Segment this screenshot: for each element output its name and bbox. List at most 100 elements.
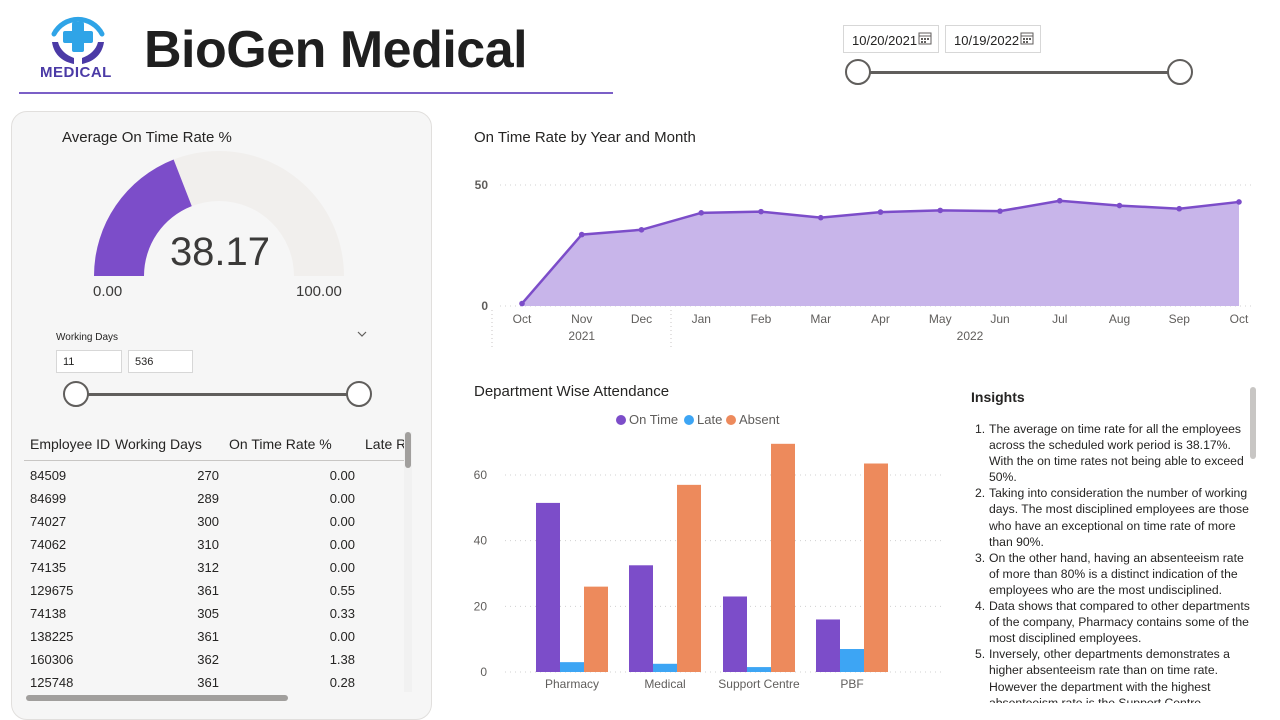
table-header-divider <box>24 460 404 461</box>
legend-label[interactable]: Absent <box>739 412 780 427</box>
data-point[interactable] <box>877 209 884 215</box>
working-days-max-input[interactable]: 536 <box>128 350 193 373</box>
table-row[interactable]: 74138 305 0.33 <box>24 602 404 625</box>
table-vertical-scroll-thumb[interactable] <box>405 432 411 468</box>
data-point[interactable] <box>1116 202 1123 209</box>
bar-late[interactable] <box>560 662 584 672</box>
data-point[interactable] <box>937 207 944 214</box>
on-time-rate-cell: 0.28 <box>329 675 355 690</box>
x-tick-label: Jan <box>692 312 711 326</box>
employee-id-cell: 125748 <box>30 675 74 690</box>
y-tick-label: 0 <box>480 665 487 679</box>
legend-marker[interactable] <box>616 415 626 425</box>
working-days-min-input[interactable]: 11 <box>56 350 122 373</box>
column-header-employee-id[interactable]: Employee ID <box>30 436 111 452</box>
x-tick-label: Jun <box>990 312 1009 326</box>
bar-chart-title: Department Wise Attendance <box>474 383 670 400</box>
working-days-min-handle[interactable] <box>63 381 89 407</box>
data-point[interactable] <box>997 208 1003 214</box>
employee-id-cell: 74027 <box>30 514 67 529</box>
on-time-rate-area-chart: 0 50 Oct Nov Dec Jan Feb Mar Apr May Jun Jul Aug Sep O… <box>475 178 1255 348</box>
legend-label[interactable]: Late <box>697 412 722 427</box>
x-tick-label: Sep <box>1169 312 1191 326</box>
column-header-on-time-rate[interactable]: On Time Rate % <box>229 436 332 452</box>
working-days-cell: 361 <box>197 675 219 690</box>
bar-absent[interactable] <box>864 463 888 672</box>
table-row[interactable]: 74027 300 0.00 <box>24 510 404 533</box>
legend-marker[interactable] <box>726 415 736 425</box>
legend-label[interactable]: On Time <box>629 412 678 427</box>
x-tick-label: Support Centre <box>718 677 800 691</box>
bar-on-time[interactable] <box>723 596 747 672</box>
bar-on-time[interactable] <box>629 565 653 672</box>
line-chart-title: On Time Rate by Year and Month <box>474 129 696 146</box>
data-point[interactable] <box>578 231 585 238</box>
employee-id-cell: 74135 <box>30 560 67 575</box>
date-slider-end-handle[interactable] <box>1167 59 1193 85</box>
working-days-slider-track[interactable] <box>76 393 359 396</box>
data-point[interactable] <box>758 208 764 215</box>
data-point[interactable] <box>1056 197 1063 204</box>
chevron-down-icon[interactable] <box>356 328 368 340</box>
x-tick-label: PBF <box>840 677 863 691</box>
legend-marker[interactable] <box>684 415 694 425</box>
table-row[interactable]: 84509 270 0.00 <box>24 464 404 487</box>
bar-late[interactable] <box>747 667 771 672</box>
table-row[interactable]: 138225 361 0.00 <box>24 625 404 648</box>
bar-on-time[interactable] <box>816 619 840 672</box>
insight-number: 2. <box>975 486 986 501</box>
insight-item: 2. Taking into consideration the number o… <box>971 485 1251 549</box>
data-point[interactable] <box>817 214 824 221</box>
working-days-max-handle[interactable] <box>346 381 372 407</box>
insight-item: 4. Data shows that compared to other depa… <box>971 598 1251 646</box>
data-point[interactable] <box>638 226 645 233</box>
year-label: 2021 <box>568 329 595 343</box>
x-tick-label: Jul <box>1052 312 1067 326</box>
department-attendance-bar-chart: 0 20 40 60 On Time Late Absent Pharmacy Medical S… <box>474 412 945 691</box>
data-point[interactable] <box>1176 205 1183 212</box>
insight-item: 1. The average on time rate for all the e… <box>971 421 1251 485</box>
on-time-rate-cell: 0.00 <box>329 491 355 506</box>
x-tick-label: Apr <box>871 312 890 326</box>
insight-text: Data shows that compared to other depart… <box>989 599 1250 646</box>
bar-absent[interactable] <box>584 586 608 672</box>
column-header-late-rate[interactable]: Late Ra <box>365 436 404 452</box>
table-horizontal-scroll-thumb[interactable] <box>26 695 288 701</box>
y-tick-label: 50 <box>475 178 489 192</box>
employee-id-cell: 74062 <box>30 537 67 552</box>
end-date-input[interactable]: 10/19/2022 <box>945 25 1041 53</box>
date-slider-track[interactable] <box>858 71 1180 74</box>
calendar-icon[interactable] <box>918 31 932 45</box>
bar-late[interactable] <box>653 663 677 672</box>
insights-scroll-thumb[interactable] <box>1250 387 1256 459</box>
insight-item: 5. Inversely, other departments demonstra… <box>971 646 1251 703</box>
bar-absent[interactable] <box>771 443 795 672</box>
bar-late[interactable] <box>840 649 864 672</box>
table-row[interactable]: 74135 312 0.00 <box>24 556 404 579</box>
employee-table: Employee ID Working Days On Time Rate % … <box>24 430 404 692</box>
on-time-rate-cell: 0.55 <box>329 583 355 598</box>
insight-text: On the other hand, having an absenteeism… <box>989 550 1244 597</box>
data-point[interactable] <box>698 210 705 216</box>
data-point[interactable] <box>1236 199 1242 205</box>
calendar-icon[interactable] <box>1020 31 1034 45</box>
insight-number: 5. <box>975 647 986 662</box>
x-tick-label: Oct <box>1230 312 1249 326</box>
table-vertical-scrollbar[interactable] <box>404 432 412 692</box>
bar-absent[interactable] <box>677 484 701 672</box>
start-date-input[interactable]: 10/20/2021 <box>843 25 939 53</box>
date-slider-start-handle[interactable] <box>845 59 871 85</box>
table-row[interactable]: 84699 289 0.00 <box>24 487 404 510</box>
table-row[interactable]: 129675 361 0.55 <box>24 579 404 602</box>
bar-on-time[interactable] <box>536 502 560 672</box>
data-point[interactable] <box>519 300 525 307</box>
insight-number: 1. <box>975 422 986 436</box>
x-tick-label: Aug <box>1109 312 1130 326</box>
table-row[interactable]: 125748 361 0.28 <box>24 671 404 692</box>
table-row[interactable]: 74062 310 0.00 <box>24 533 404 556</box>
table-row[interactable]: 160306 362 1.38 <box>24 648 404 671</box>
start-date-value: 10/20/2021 <box>852 33 918 48</box>
column-header-working-days[interactable]: Working Days <box>115 436 202 452</box>
gauge-fill <box>94 159 192 276</box>
working-days-cell: 362 <box>197 652 219 667</box>
